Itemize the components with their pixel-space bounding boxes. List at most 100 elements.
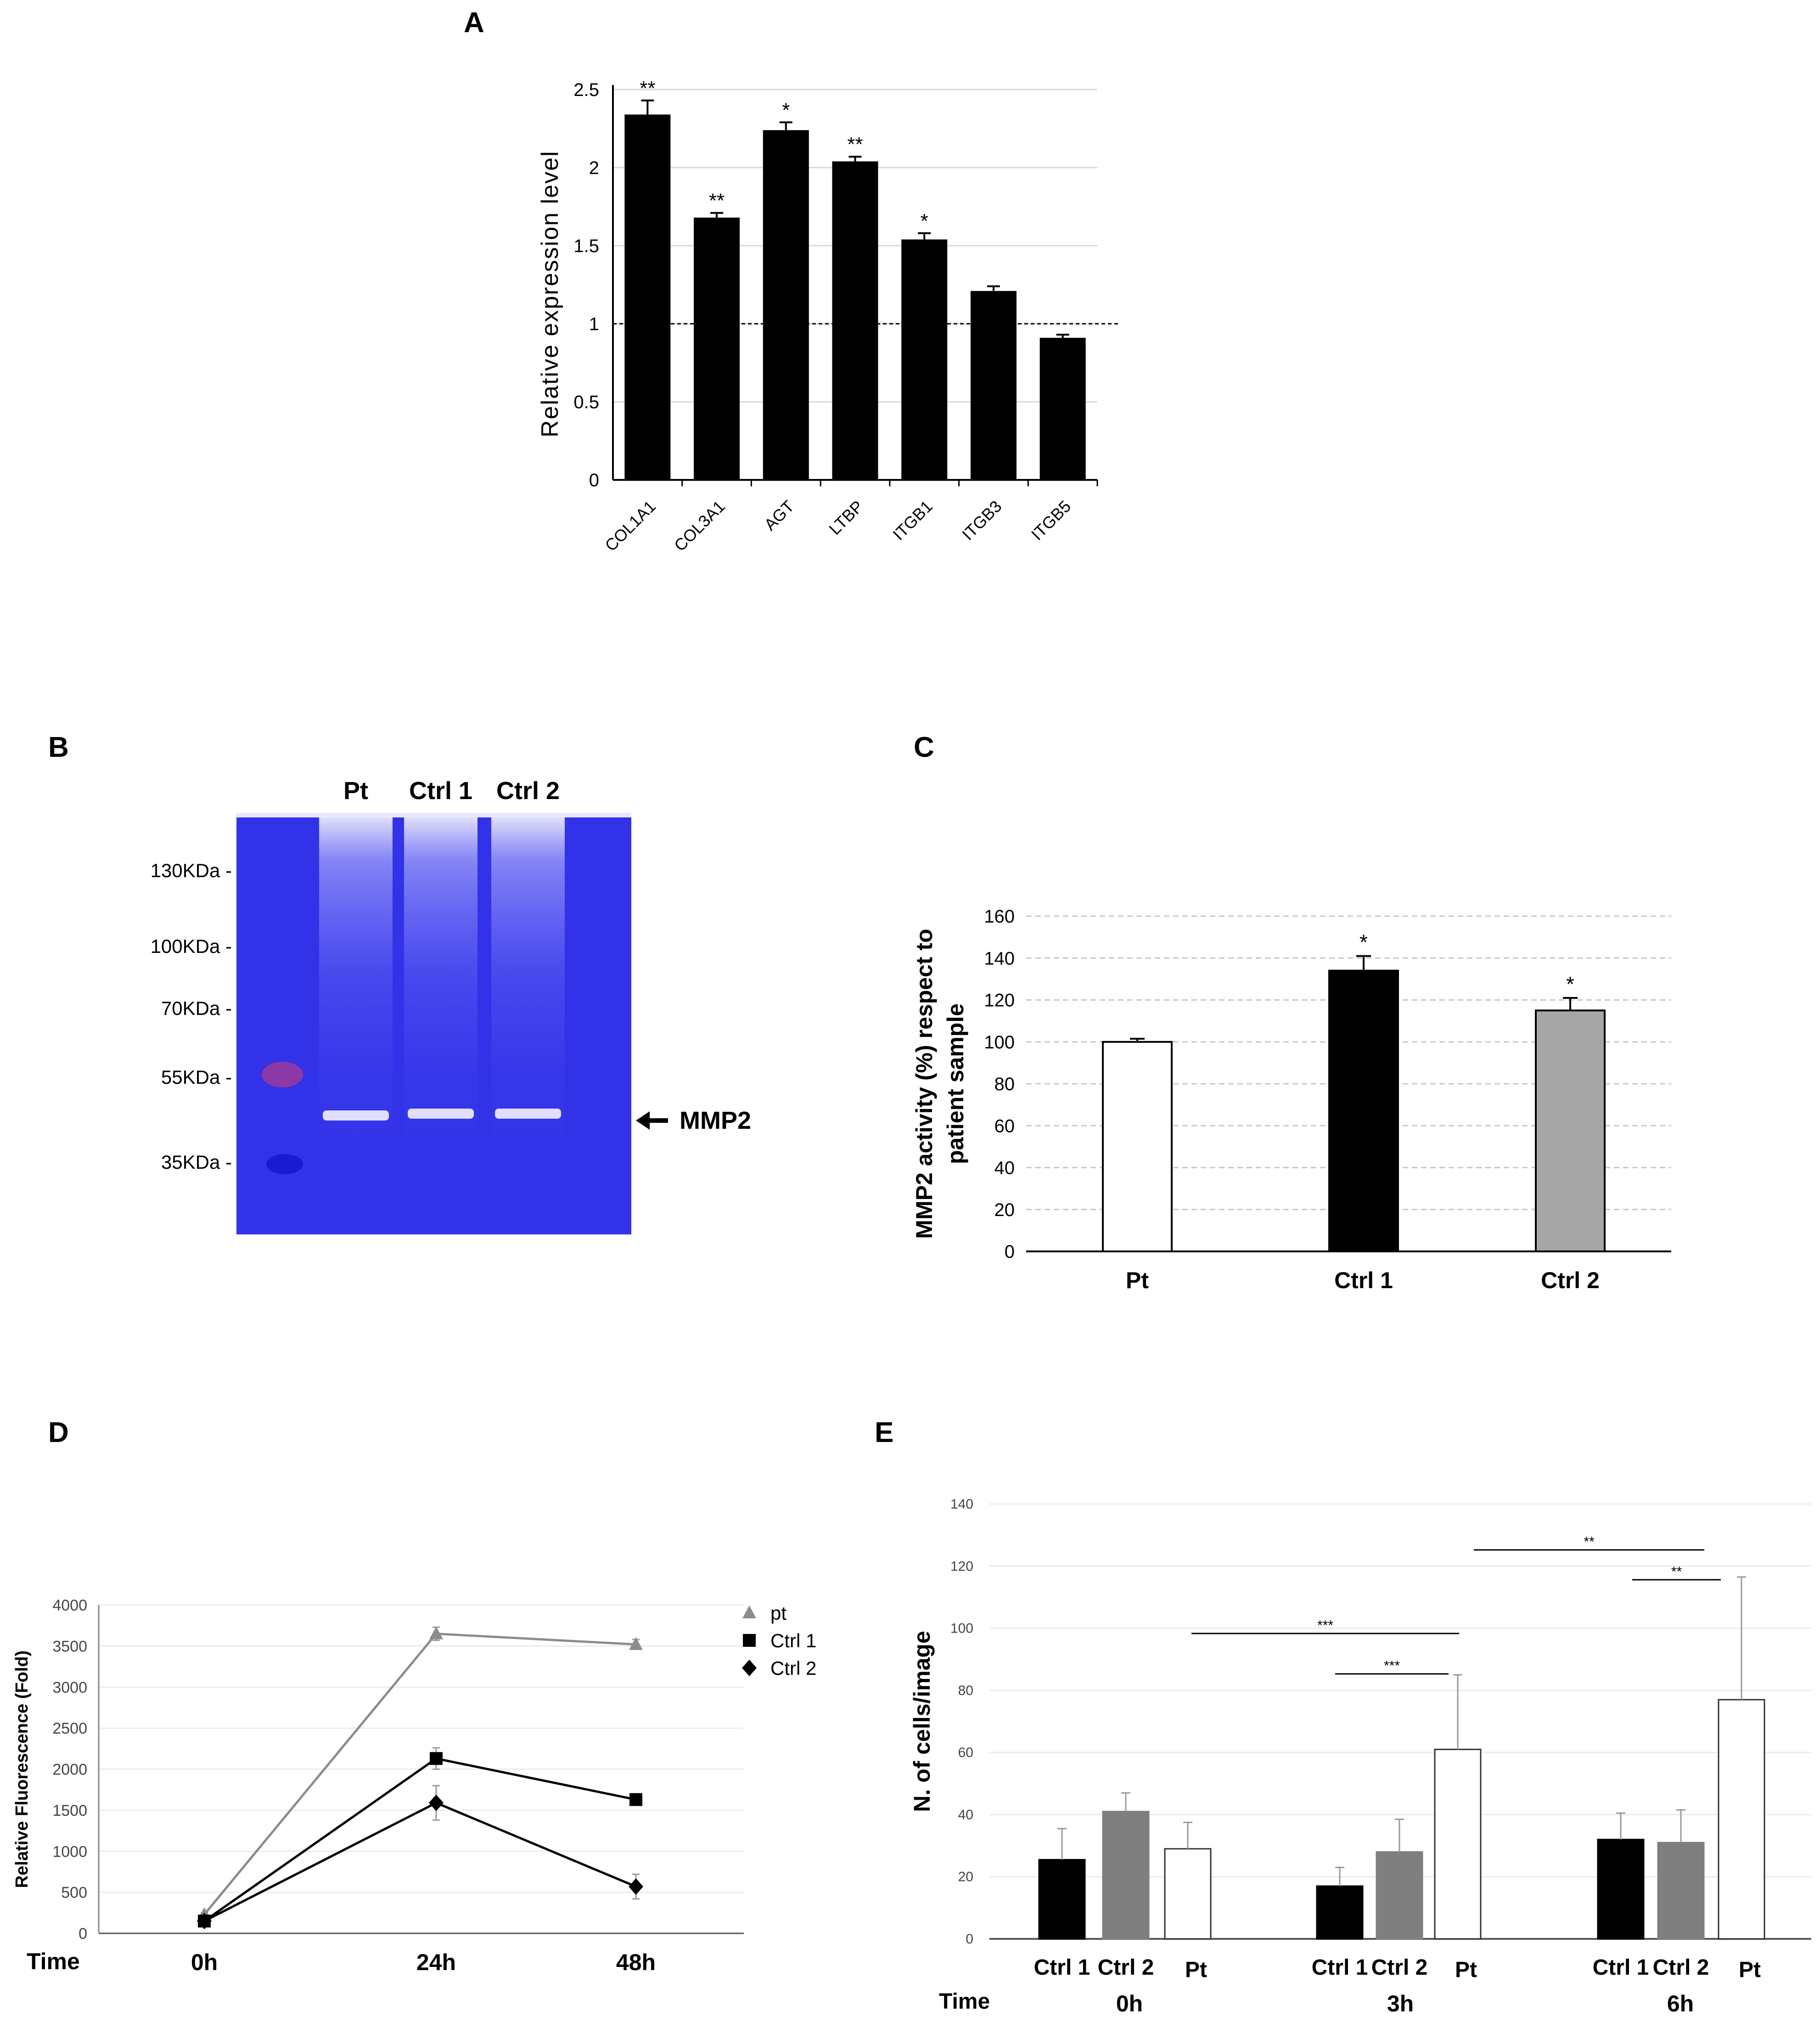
y-tick-label: 40 (994, 1158, 1015, 1178)
significance-mark: *** (1317, 1618, 1333, 1633)
lane-label: Ctrl 2 (496, 777, 560, 805)
x-tick-label: Pt (1126, 1267, 1149, 1293)
marker-band-red (262, 1062, 303, 1087)
y-tick-label: 500 (61, 1884, 87, 1902)
bar-6h-ctrl-2 (1657, 1842, 1705, 1940)
y-tick-label: 20 (958, 1870, 973, 1885)
bar-itgb1 (901, 239, 948, 480)
x-tick-label: COL3A1 (670, 497, 729, 555)
y-tick-label: 20 (994, 1200, 1015, 1220)
y-tick-label: 0 (589, 470, 599, 490)
x-tick-label: Ctrl 1 (1312, 1955, 1368, 1980)
y-tick-label: 100 (950, 1621, 973, 1636)
data-point (629, 1793, 642, 1806)
panel-label-c: C (914, 732, 934, 763)
y-tick-label: 60 (994, 1116, 1015, 1136)
bar-itgb3 (970, 291, 1017, 480)
legend-marker (742, 1660, 757, 1676)
series-line-ctrl-2 (203, 1802, 636, 1922)
y-tick-label: 0 (79, 1925, 87, 1943)
y-tick-label: 140 (984, 948, 1015, 969)
x-tick-label: Ctrl 2 (1371, 1955, 1428, 1980)
panel-label-a: A (464, 7, 484, 39)
mmp2-band (323, 1110, 389, 1121)
bar-3h-pt (1434, 1748, 1482, 1940)
y-axis-title: N. of cells/image (909, 1631, 935, 1812)
y-tick-label: 80 (958, 1683, 973, 1698)
x-tick-label: ITGB1 (889, 497, 936, 544)
significance-mark: * (782, 99, 790, 121)
bar-agt (763, 130, 809, 480)
group-label: 0h (1116, 1991, 1143, 2016)
gel-lane-smear (491, 817, 565, 1176)
gel-panel-b: Pt Ctrl 1 Ctrl 2 130KDa - 100KDa - 70KDa - 55K… (151, 777, 751, 1234)
y-tick-label: 1.5 (573, 236, 599, 256)
x-tick-label: LTBP (825, 497, 867, 539)
group-label: 3h (1387, 1991, 1414, 2016)
bar-3h-ctrl-2 (1376, 1851, 1423, 1940)
significance-mark: ** (847, 133, 863, 156)
marker-label: 100KDa - (151, 935, 232, 957)
y-tick-label: 80 (994, 1074, 1015, 1094)
marker-label: 70KDa - (161, 997, 232, 1019)
y-tick-label: 0 (966, 1932, 973, 1947)
gel-lane-smear (319, 817, 393, 1176)
x-tick-label: ITGB5 (1028, 497, 1075, 544)
significance-mark: ** (640, 77, 655, 100)
band-label-mmp2: MMP2 (680, 1107, 751, 1134)
bar-ltbp (832, 161, 878, 480)
significance-mark: ** (1671, 1564, 1682, 1579)
significance-mark: ** (1584, 1534, 1595, 1549)
y-tick-label: 120 (950, 1559, 973, 1574)
mmp2-band (408, 1109, 474, 1119)
panel-label-b: B (48, 732, 69, 763)
bar-pt (1102, 1041, 1173, 1252)
x-tick-label: AGT (760, 497, 798, 534)
significance-mark: *** (1384, 1658, 1400, 1673)
legend-label: Ctrl 1 (770, 1630, 816, 1651)
x-tick-label: Ctrl 1 (1034, 1955, 1090, 1980)
x-tick-label: COL1A1 (601, 497, 659, 555)
panel-label-d: D (48, 1417, 69, 1448)
bar-ctrl-2 (1535, 1009, 1606, 1252)
data-point (629, 1637, 643, 1650)
bar-6h-pt (1718, 1699, 1765, 1940)
x-tick-label: Ctrl 1 (1334, 1267, 1393, 1293)
y-tick-label: 1000 (52, 1843, 87, 1860)
y-tick-label: 2.5 (573, 80, 599, 100)
bar-0h-ctrl-2 (1102, 1811, 1150, 1940)
y-tick-label: 2500 (52, 1720, 87, 1737)
y-tick-label: 0 (1005, 1242, 1015, 1262)
x-tick-label: ITGB3 (958, 497, 1005, 544)
data-point (430, 1752, 443, 1765)
y-axis-title-line2: patient sample (943, 1003, 968, 1164)
bar-col3a1 (694, 217, 740, 480)
y-tick-label: 3500 (52, 1638, 87, 1655)
significance-mark: * (1566, 972, 1574, 996)
bar-0h-pt (1164, 1848, 1212, 1940)
x-axis-title: Time (27, 1949, 80, 1974)
x-tick-label: Ctrl 2 (1098, 1955, 1154, 1980)
y-tick-label: 2000 (52, 1761, 87, 1779)
data-point (429, 1626, 443, 1639)
lane-label: Ctrl 1 (409, 777, 472, 805)
significance-mark: * (1359, 930, 1368, 954)
y-tick-label: 0.5 (573, 392, 599, 412)
y-tick-label: 4000 (52, 1597, 87, 1614)
legend-marker (743, 1634, 756, 1647)
y-tick-label: 140 (950, 1497, 973, 1512)
y-tick-label: 40 (958, 1807, 973, 1822)
x-tick-label: Ctrl 2 (1653, 1955, 1709, 1980)
bar-6h-ctrl-1 (1597, 1839, 1645, 1940)
marker-band (266, 1154, 303, 1174)
bar-col1a1 (624, 114, 671, 480)
x-tick-label: Ctrl 2 (1541, 1267, 1600, 1293)
data-point (629, 1878, 643, 1895)
y-tick-label: 160 (984, 907, 1015, 927)
x-tick-label: 48h (616, 1949, 656, 1975)
y-axis-title: Relative Fluorescence (Fold) (12, 1650, 32, 1888)
data-point (197, 1913, 212, 1930)
y-axis-title: Relative expression level (537, 150, 563, 437)
